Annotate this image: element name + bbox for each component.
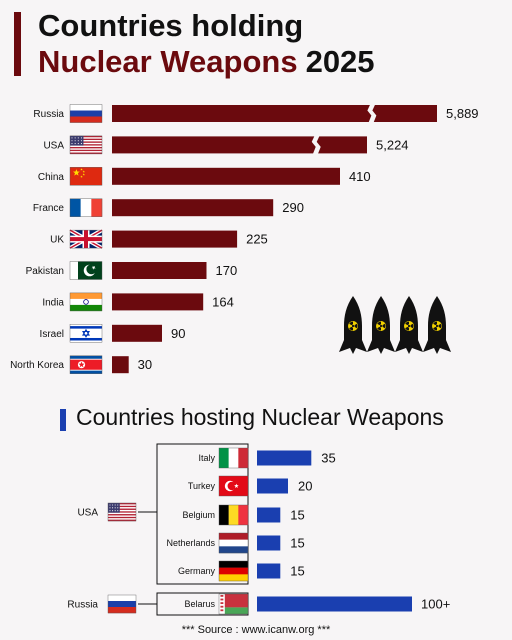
turkey-flag-icon: [218, 475, 249, 497]
axis-break-russia: [367, 104, 377, 123]
value-label-israel: 90: [171, 326, 185, 341]
bar-host-belgium: [257, 507, 281, 523]
category-label-russia: Russia: [33, 109, 64, 120]
category-label-china: China: [38, 172, 65, 183]
value-label-host-netherlands: 15: [290, 536, 304, 551]
bar-israel: [112, 324, 162, 342]
pakistan-flag-icon: [69, 261, 103, 280]
category-label-india: India: [42, 297, 64, 308]
value-label-host-germany: 15: [290, 564, 304, 579]
value-label-pakistan: 170: [216, 263, 238, 278]
host-label-germany: Germany: [178, 566, 216, 576]
category-label-uk: UK: [50, 235, 64, 246]
russia-flag-icon: [69, 104, 103, 123]
owner-label-usa: USA: [77, 508, 98, 519]
netherlands-flag-icon: [218, 532, 249, 554]
bar-usa: [112, 136, 367, 154]
value-label-usa: 5,224: [376, 137, 409, 152]
title-line-1: Countries holding: [38, 8, 304, 43]
bar-russia: [112, 105, 437, 122]
china-flag-icon: [69, 167, 103, 186]
bar-india: [112, 293, 204, 311]
bar-host-netherlands: [257, 535, 281, 551]
value-label-france: 290: [282, 200, 304, 215]
value-label-india: 164: [212, 294, 234, 309]
host-label-italy: Italy: [198, 453, 215, 463]
missile-icon: [339, 296, 367, 354]
title-highlight: Nuclear Weapons: [38, 44, 298, 79]
category-label-pakistan: Pakistan: [26, 266, 64, 277]
bar-north-korea: [112, 356, 129, 374]
category-label-france: France: [33, 203, 65, 214]
bar-china: [112, 167, 340, 185]
belarus-flag-icon: [218, 593, 249, 615]
axis-break-usa: [311, 135, 321, 155]
category-label-israel: Israel: [40, 329, 64, 340]
bar-france: [112, 199, 274, 217]
host-label-belgium: Belgium: [182, 510, 215, 520]
bar-pakistan: [112, 262, 207, 279]
hosting-chart-title: Countries hosting Nuclear Weapons: [76, 404, 444, 430]
belgium-flag-icon: [218, 504, 249, 526]
host-label-turkey: Turkey: [188, 481, 216, 491]
usa-flag-icon: [107, 502, 137, 522]
source-note: *** Source : www.icanw.org ***: [181, 624, 331, 636]
bar-host-belarus: [257, 596, 412, 612]
value-label-uk: 225: [246, 232, 268, 247]
bar-host-italy: [257, 450, 312, 466]
missile-icon: [367, 296, 395, 354]
owner-label-russia: Russia: [67, 600, 98, 611]
north-korea-flag-icon: [69, 355, 103, 374]
category-label-usa: USA: [43, 140, 64, 151]
category-label-north-korea: North Korea: [10, 360, 64, 371]
value-label-host-turkey: 20: [298, 479, 312, 494]
germany-flag-icon: [218, 560, 249, 582]
france-flag-icon: [69, 198, 103, 217]
uk-flag-icon: [69, 228, 103, 250]
value-label-host-italy: 35: [321, 451, 335, 466]
value-label-north-korea: 30: [138, 357, 152, 372]
value-label-china: 410: [349, 169, 371, 184]
value-label-russia: 5,889: [446, 106, 479, 121]
bar-uk: [112, 230, 238, 248]
italy-flag-icon: [218, 447, 249, 469]
russia-flag-icon: [107, 594, 137, 614]
bar-host-turkey: [257, 478, 288, 494]
subtitle-accent-bar: [60, 409, 66, 431]
missile-icon: [423, 296, 451, 354]
missile-icon: [395, 296, 423, 354]
host-label-netherlands: Netherlands: [166, 538, 215, 548]
title-accent-bar: [14, 12, 21, 76]
india-flag-icon: [69, 292, 103, 312]
title-year: 2025: [305, 44, 375, 79]
israel-flag-icon: [69, 324, 103, 343]
value-label-host-belarus: 100+: [421, 597, 450, 612]
value-label-host-belgium: 15: [290, 508, 304, 523]
usa-flag-icon: [69, 135, 103, 155]
bar-host-germany: [257, 563, 281, 579]
host-label-belarus: Belarus: [184, 599, 215, 609]
title-line-2: Nuclear Weapons 2025: [38, 44, 375, 80]
